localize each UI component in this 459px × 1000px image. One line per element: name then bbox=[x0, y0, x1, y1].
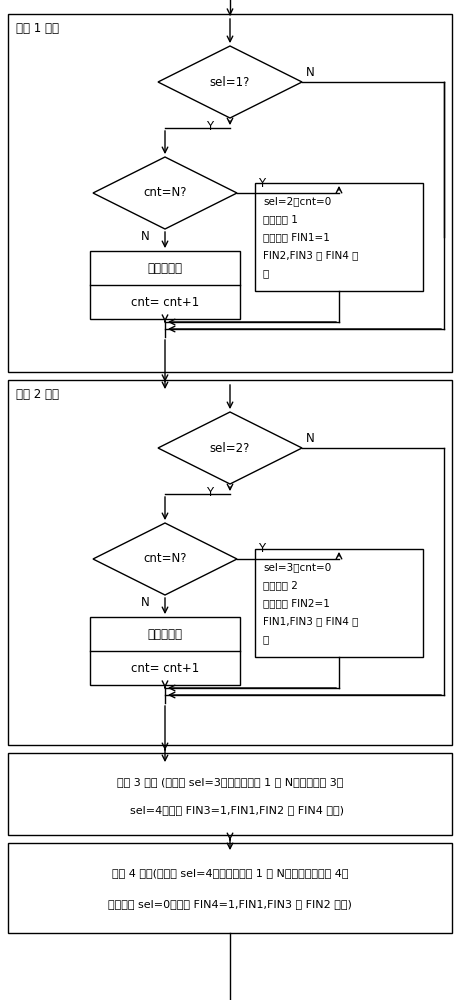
Polygon shape bbox=[157, 412, 302, 484]
Polygon shape bbox=[157, 46, 302, 118]
Text: 重新设置 sel=0，设置 FIN4=1,FIN1,FIN3 和 FIN2 归零): 重新设置 sel=0，设置 FIN4=1,FIN1,FIN3 和 FIN2 归零… bbox=[108, 899, 351, 909]
Text: sel=4，设置 FIN3=1,FIN1,FIN2 和 FIN4 归零): sel=4，设置 FIN3=1,FIN1,FIN2 和 FIN4 归零) bbox=[116, 805, 343, 815]
Text: sel=2?: sel=2? bbox=[209, 442, 250, 454]
Text: 关闭通道 1: 关闭通道 1 bbox=[263, 214, 297, 224]
Text: 计算占空比: 计算占空比 bbox=[147, 628, 182, 641]
Bar bbox=[254, 183, 422, 291]
Bar bbox=[254, 549, 422, 657]
Text: Y: Y bbox=[258, 542, 265, 556]
Polygon shape bbox=[93, 523, 236, 595]
Text: 零: 零 bbox=[263, 634, 269, 644]
Bar bbox=[8, 753, 451, 835]
Text: N: N bbox=[140, 596, 149, 609]
Bar bbox=[90, 251, 240, 319]
Text: 关闭通道 2: 关闭通道 2 bbox=[263, 580, 297, 590]
Text: N: N bbox=[305, 432, 313, 444]
Text: 设置标志 FIN2=1: 设置标志 FIN2=1 bbox=[263, 598, 329, 608]
Text: sel=2，cnt=0: sel=2，cnt=0 bbox=[263, 196, 330, 206]
Bar bbox=[8, 380, 451, 745]
Text: 通道 4 控制(过程中 sel=4，脉冲计数增 1 到 N，然后关闭通道 4，: 通道 4 控制(过程中 sel=4，脉冲计数增 1 到 N，然后关闭通道 4， bbox=[112, 868, 347, 878]
Text: 设置标志 FIN1=1: 设置标志 FIN1=1 bbox=[263, 232, 329, 242]
Text: 计算占空比: 计算占空比 bbox=[147, 261, 182, 274]
Text: Y: Y bbox=[206, 120, 213, 133]
Bar bbox=[8, 843, 451, 933]
Text: N: N bbox=[305, 66, 313, 79]
Text: sel=3，cnt=0: sel=3，cnt=0 bbox=[263, 562, 330, 572]
Text: 零: 零 bbox=[263, 268, 269, 278]
Text: FIN2,FIN3 和 FIN4 归: FIN2,FIN3 和 FIN4 归 bbox=[263, 250, 358, 260]
Text: cnt=N?: cnt=N? bbox=[143, 186, 186, 200]
Polygon shape bbox=[93, 157, 236, 229]
Text: 通道 3 控制 (过程中 sel=3，脉冲计数增 1 到 N，关闭通道 3，: 通道 3 控制 (过程中 sel=3，脉冲计数增 1 到 N，关闭通道 3， bbox=[117, 777, 342, 787]
Text: Y: Y bbox=[258, 177, 265, 190]
Text: 通道 1 控制: 通道 1 控制 bbox=[16, 22, 59, 35]
Text: FIN1,FIN3 和 FIN4 归: FIN1,FIN3 和 FIN4 归 bbox=[263, 616, 358, 626]
Text: cnt=N?: cnt=N? bbox=[143, 552, 186, 566]
Bar bbox=[8, 14, 451, 372]
Text: Y: Y bbox=[206, 486, 213, 498]
Bar bbox=[90, 617, 240, 685]
Text: sel=1?: sel=1? bbox=[209, 76, 250, 89]
Text: cnt= cnt+1: cnt= cnt+1 bbox=[131, 296, 199, 308]
Text: 通道 2 控制: 通道 2 控制 bbox=[16, 387, 59, 400]
Text: cnt= cnt+1: cnt= cnt+1 bbox=[131, 662, 199, 674]
Text: N: N bbox=[140, 231, 149, 243]
